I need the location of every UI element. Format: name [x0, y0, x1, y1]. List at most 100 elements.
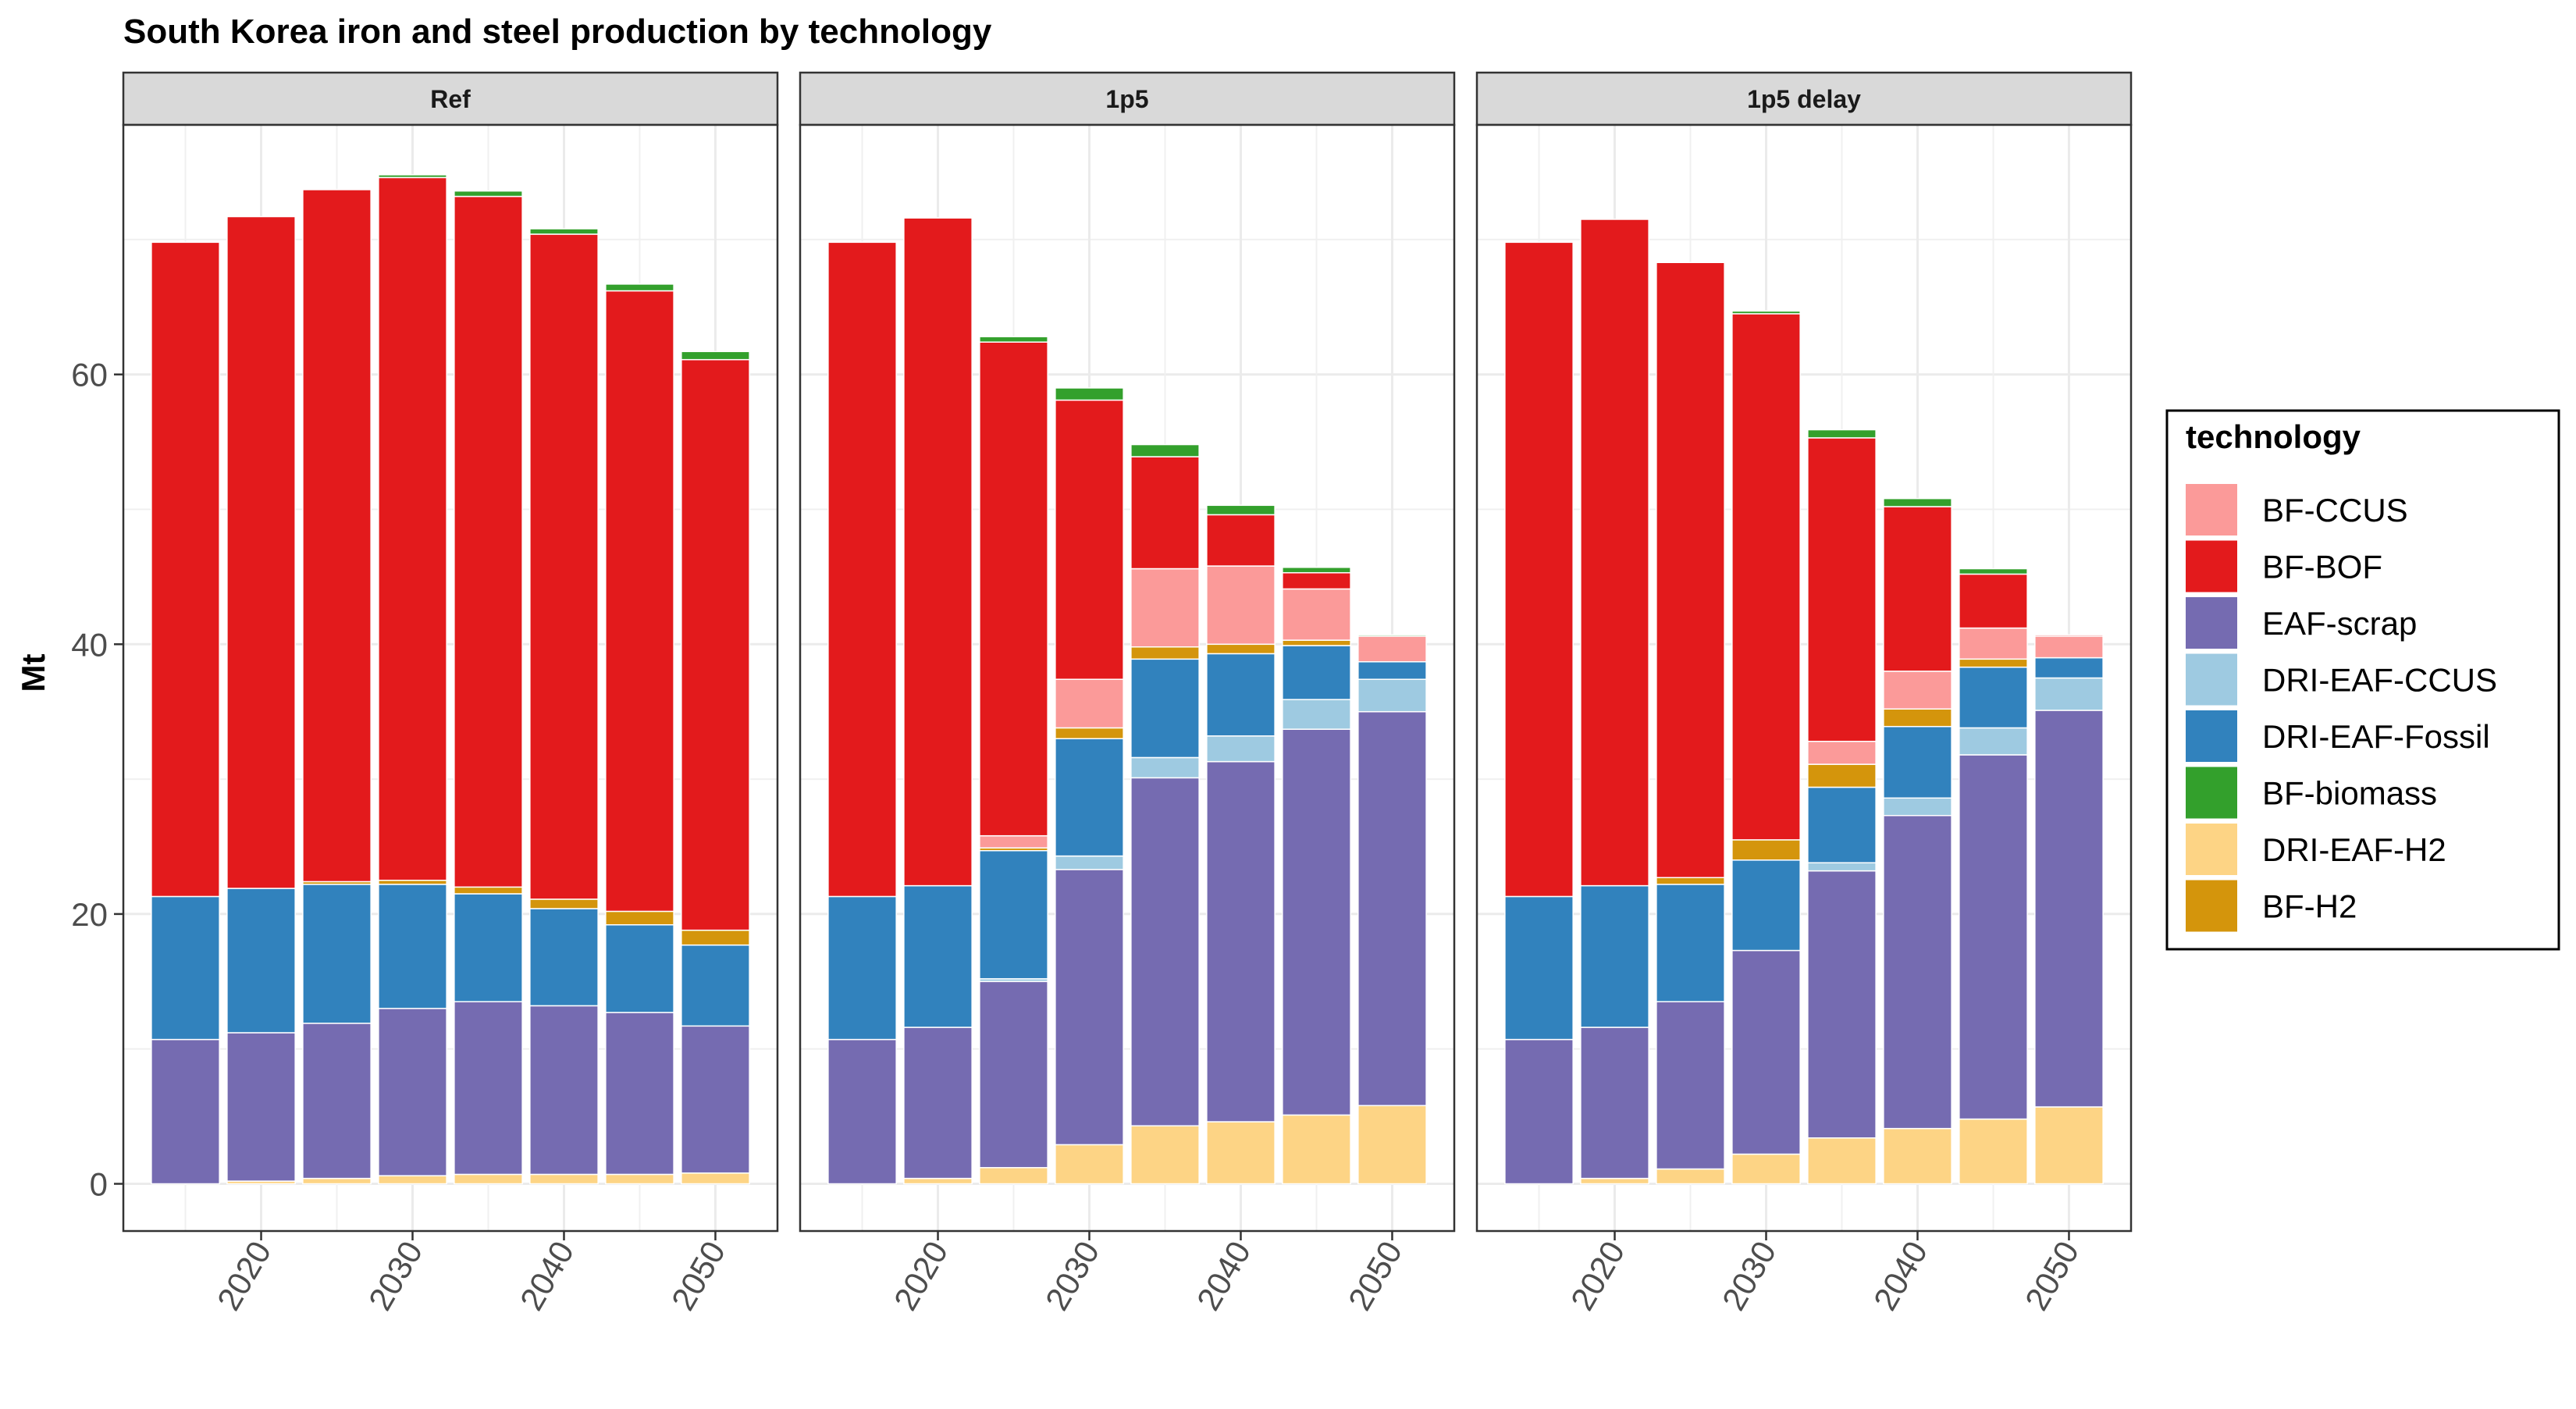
bar-segment-eaf-scrap: EAF-scrap 2045: 28.6: [1282, 728, 1351, 1116]
bar-segment-eaf-scrap: EAF-scrap 2035: 25.8: [1130, 777, 1200, 1126]
bar-segment-bf-bof: BF-BOF 2030: 39: [1731, 313, 1801, 841]
bar-segment-eaf-scrap: EAF-scrap 2025: 13.8: [979, 980, 1048, 1169]
bar-segment-bf-biomass: BF-biomass 2030: 0.2: [378, 174, 447, 179]
bar-segment-bf-h2: BF-H2 2030: 1.5: [1731, 839, 1801, 861]
bar-segment-bf-bof: BF-BOF 2015: 48.5: [1504, 241, 1574, 898]
bar-segment-dri-eaf-ccus: DRI-EAF-CCUS 2045: 2.2: [1282, 699, 1351, 730]
bar-segment-bf-biomass: BF-biomass 2035: 0.4: [454, 190, 523, 197]
bar-segment-dri-eaf-h2: DRI-EAF-H2 2035: 0.7: [454, 1173, 523, 1185]
legend-label: BF-H2: [2262, 888, 2357, 925]
panel-background: [1477, 125, 2131, 1231]
legend-key-dri-eaf-ccus: [2186, 653, 2237, 706]
bar-segment-dri-eaf-ccus: DRI-EAF-CCUS 2035: 0.6: [1807, 862, 1877, 872]
panel-background: [800, 125, 1454, 1231]
bar-segment-bf-bof: BF-BOF 2035: 51.2: [454, 195, 523, 888]
facet-strip: [122, 71, 779, 126]
bar-segment-eaf-scrap: EAF-scrap 2015: 10.7: [151, 1038, 220, 1185]
y-tick-label: 20: [71, 896, 108, 933]
bar-segment-dri-eaf-fossil: DRI-EAF-Fossil 2015: 10.6: [151, 895, 220, 1041]
bar-segment-bf-biomass: BF-biomass 2035: 0.6: [1807, 429, 1877, 439]
legend-label: BF-BOF: [2262, 549, 2382, 585]
y-axis-label: Mt: [15, 654, 52, 692]
bar-segment-dri-eaf-fossil: DRI-EAF-Fossil 2025: 10.3: [302, 884, 372, 1024]
bar-segment-dri-eaf-fossil: DRI-EAF-Fossil 2030: 6.7: [1731, 859, 1801, 952]
x-tick-label: 2040: [513, 1235, 581, 1316]
bar-segment-eaf-scrap: EAF-scrap 2030: 15.1: [1731, 949, 1801, 1155]
bar-segment-eaf-scrap: EAF-scrap 2045: 12: [605, 1012, 674, 1176]
bar-segment-bf-biomass: BF-biomass 2030: 0.9: [1055, 387, 1124, 401]
bar-segment-dri-eaf-fossil: DRI-EAF-Fossil 2020: 10.5: [903, 884, 973, 1028]
bar-segment-eaf-scrap: EAF-scrap 2030: 12.4: [378, 1008, 447, 1176]
bar-segment-dri-eaf-ccus: DRI-EAF-CCUS 2035: 1.5: [1130, 756, 1200, 779]
bar-segment-bf-bof: BF-BOF 2035: 22.5: [1807, 437, 1877, 742]
chart-title: South Korea iron and steel production by…: [123, 12, 992, 51]
bar-segment-eaf-scrap: EAF-scrap 2020: 11.2: [903, 1027, 973, 1180]
bar-segment-bf-h2: BF-H2 2035: 0.9: [1130, 646, 1200, 660]
bar-segment-dri-eaf-fossil: DRI-EAF-Fossil 2015: 10.6: [827, 895, 897, 1041]
bar-segment-bf-bof: BF-BOF 2045: 4: [1959, 573, 2028, 629]
legend-key-bf-ccus: [2186, 484, 2237, 535]
bar-segment-bf-ccus: BF-CCUS 2040: 5.8: [1206, 565, 1276, 646]
bar-segment-bf-bof: BF-BOF 2025: 36.6: [979, 341, 1048, 837]
bar-segment-dri-eaf-ccus: DRI-EAF-CCUS 2040: 1.9: [1206, 735, 1276, 763]
bar-segment-dri-eaf-h2: DRI-EAF-H2 2045: 4.8: [1959, 1118, 2028, 1185]
bar-segment-dri-eaf-fossil: DRI-EAF-Fossil 2030: 8.7: [1055, 738, 1124, 857]
bar-segment-dri-eaf-h2: DRI-EAF-H2 2035: 3.4: [1807, 1137, 1877, 1185]
bar-segment-bf-bof: BF-BOF 2040: 49.3: [529, 233, 599, 900]
bar-segment-bf-ccus: BF-CCUS 2050: 1.9: [1357, 635, 1427, 663]
bar-segment-bf-ccus: BF-CCUS 2040: 2.8: [1883, 671, 1952, 710]
bar-segment-bf-biomass: BF-biomass 2045: 0.5: [605, 283, 674, 292]
bar-segment-bf-biomass: BF-biomass 2040: 0.4: [529, 228, 599, 235]
bar-segment-bf-h2: BF-H2 2025: 0.5: [1656, 877, 1725, 885]
bar-segment-bf-biomass: BF-biomass 2040: 0.6: [1883, 497, 1952, 507]
y-tick-label: 60: [71, 357, 108, 393]
x-axis: 2020 2030 2040 2050: [1564, 1231, 2086, 1316]
bar-segment-dri-eaf-fossil: DRI-EAF-Fossil 2020: 10.5: [1580, 884, 1649, 1028]
bar-segment-dri-eaf-h2: DRI-EAF-H2 2045: 0.7: [605, 1173, 674, 1185]
bar-segment-dri-eaf-h2: DRI-EAF-H2 2040: 4.6: [1206, 1121, 1276, 1185]
bar-segment-bf-h2: BF-H2 2030: 0.8: [1055, 727, 1124, 740]
legend-key-dri-eaf-fossil: [2186, 710, 2237, 762]
bar-segment-bf-h2: BF-H2 2030: 0.3: [378, 879, 447, 885]
facet-label: Ref: [430, 85, 471, 113]
bar-segment-eaf-scrap: EAF-scrap 2040: 26.7: [1206, 760, 1276, 1123]
bar-segment-dri-eaf-h2: DRI-EAF-H2 2025: 0.4: [302, 1177, 372, 1185]
bar-segment-eaf-scrap: EAF-scrap 2035: 12.8: [454, 1001, 523, 1176]
bar-segment-eaf-scrap: EAF-scrap 2020: 11.2: [1580, 1027, 1649, 1180]
bar-segment-dri-eaf-h2: DRI-EAF-H2 2030: 2.2: [1731, 1153, 1801, 1185]
bar-segment-dri-eaf-fossil: DRI-EAF-Fossil 2045: 4: [1282, 645, 1351, 700]
bar-segment-dri-eaf-fossil: DRI-EAF-Fossil 2025: 9.5: [979, 849, 1048, 980]
bar-segment-dri-eaf-fossil: DRI-EAF-Fossil 2030: 9.2: [378, 884, 447, 1009]
legend-items: BF-CCUS BF-BOF EAF-scrap DRI-EAF-CCUS DRI-EA…: [2186, 484, 2497, 932]
bar-segment-bf-h2: BF-H2 2045: 0.4: [1282, 639, 1351, 646]
bar-segment-eaf-scrap: EAF-scrap 2015: 10.7: [1504, 1038, 1574, 1185]
bar-segment-eaf-scrap: EAF-scrap 2015: 10.7: [827, 1038, 897, 1185]
panel-1p5-delay: 1p5 delayEAF-scrap 2015: 10.7DRI-EAF-Fos…: [1475, 71, 2133, 1316]
bar-segment-bf-h2: BF-H2 2045: 0.6: [1959, 658, 2028, 668]
bar-segment-dri-eaf-fossil: DRI-EAF-Fossil 2025: 8.7: [1656, 884, 1725, 1002]
bar-segment-bf-bof: BF-BOF 2050: 42.3: [681, 358, 750, 931]
bar-segment-eaf-scrap: EAF-scrap 2035: 19.8: [1807, 870, 1877, 1139]
bar-segment-bf-ccus: BF-CCUS 2030: 3.6: [1055, 678, 1124, 729]
legend-title: technology: [2186, 418, 2361, 455]
y-tick-label: 40: [71, 626, 108, 663]
bar-segment-bf-h2: BF-H2 2050: 1.1: [681, 929, 750, 946]
bar-segment-dri-eaf-h2: DRI-EAF-H2 2025: 1.2: [979, 1167, 1048, 1185]
bar-segment-dri-eaf-h2: DRI-EAF-H2 2030: 0.6: [378, 1175, 447, 1185]
bar-segment-dri-eaf-h2: DRI-EAF-H2 2035: 4.3: [1130, 1125, 1200, 1185]
bar-segment-dri-eaf-h2: DRI-EAF-H2 2025: 1.1: [1656, 1168, 1725, 1185]
bar-segment-bf-biomass: BF-biomass 2050: 0.1: [1357, 634, 1427, 637]
bar-segment-bf-bof: BF-BOF 2045: 1.2: [1282, 571, 1351, 590]
bar-segment-bf-bof: BF-BOF 2015: 48.5: [151, 241, 220, 898]
x-tick-label: 2040: [1866, 1235, 1934, 1316]
bar-segment-dri-eaf-fossil: DRI-EAF-Fossil 2020: 10.7: [226, 888, 296, 1034]
panel-border: [122, 123, 779, 1233]
bar-segment-dri-eaf-fossil: DRI-EAF-Fossil 2045: 6.5: [605, 923, 674, 1013]
legend-label: EAF-scrap: [2262, 605, 2417, 642]
bar-segment-dri-eaf-fossil: DRI-EAF-Fossil 2050: 1.3: [1357, 661, 1427, 680]
bar-segment-dri-eaf-h2: DRI-EAF-H2 2020: 0.4: [1580, 1177, 1649, 1185]
bar-segment-dri-eaf-h2: DRI-EAF-H2 2050: 5.7: [2034, 1106, 2104, 1185]
bar-segment-eaf-scrap: EAF-scrap 2030: 20.4: [1055, 869, 1124, 1146]
x-tick-label: 2050: [664, 1235, 732, 1316]
